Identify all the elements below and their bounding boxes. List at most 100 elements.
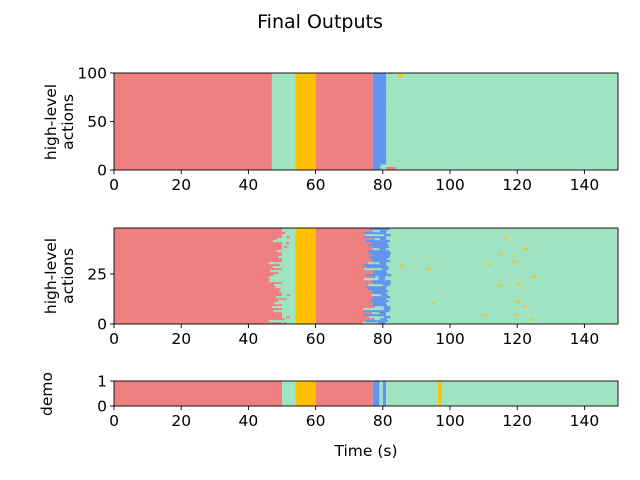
panel-1-row-transition xyxy=(374,85,387,87)
panel-1-row-transition xyxy=(278,99,296,101)
panel-2-row-transition xyxy=(278,272,296,275)
panel-1-row-transition xyxy=(277,93,296,95)
panel-2-xtick-label: 0 xyxy=(109,330,119,348)
panel-2-row-transition xyxy=(275,286,296,289)
panel-1-row-transition xyxy=(292,155,296,157)
panel-2-row-transition xyxy=(369,316,387,319)
panel-1-row-transition xyxy=(377,120,387,122)
panel-1-row-transition xyxy=(376,115,387,117)
panel-1-row-transition xyxy=(281,112,296,115)
panel-2-row-transition xyxy=(290,236,296,239)
panel-1-row-transition xyxy=(279,104,296,106)
panel-1-row-transition xyxy=(288,139,296,142)
panel-2-row-transition xyxy=(285,244,296,247)
panel-1-xtick-label: 100 xyxy=(435,176,465,194)
panel-1-row-transition xyxy=(293,161,296,163)
panel-1-xtick-label: 60 xyxy=(306,176,326,194)
panel-1-row-transition xyxy=(281,110,296,113)
panel-1-row-transition xyxy=(374,82,387,84)
panel-1-row-transition xyxy=(278,101,296,103)
panel-1-row-transition xyxy=(379,150,387,152)
panel-1-xtick-label: 80 xyxy=(373,176,393,194)
panel-1-ytick-label: 100 xyxy=(77,65,107,83)
panel-2-spot xyxy=(426,268,431,270)
panel-1-row-transition xyxy=(378,138,387,141)
panel-1-xtick-label: 20 xyxy=(171,176,191,194)
panel-2-row-transition xyxy=(288,304,296,307)
panel-1-row-transition xyxy=(381,149,387,151)
panel-1-row-transition xyxy=(376,128,387,130)
panel-2-row-transition xyxy=(278,300,296,303)
panel-1-row-transition xyxy=(380,153,387,155)
panel-1-row-transition xyxy=(379,142,387,145)
panel-1-row-transition xyxy=(379,130,387,132)
panel-2-row-transition xyxy=(287,246,296,249)
panel-2-row-transition xyxy=(370,280,387,283)
panel-2-row-transition xyxy=(284,318,296,321)
panel-2-row-transition xyxy=(362,322,387,325)
panel-1-row-transition xyxy=(376,101,387,103)
panel-1-row-transition xyxy=(282,117,296,119)
panel-2-row-transition xyxy=(379,292,386,295)
panel-1-row-transition xyxy=(273,77,296,80)
panel-1-row-transition xyxy=(375,78,387,81)
panel-2-row-transition xyxy=(365,274,387,277)
panel-1-row-transition xyxy=(380,132,387,134)
panel-2-row-transition xyxy=(283,314,296,317)
panel-2-row-transition xyxy=(379,312,386,315)
panel-1-row-transition xyxy=(283,121,296,123)
panel-2-segment-5 xyxy=(386,228,618,324)
panel-1-row-transition xyxy=(273,79,296,82)
panel-1-segment-2 xyxy=(295,73,316,170)
panel-1-row-transition xyxy=(380,158,387,160)
panel-1-row-transition xyxy=(287,137,296,140)
panel-1-row-transition xyxy=(382,168,387,170)
panel-2-row-transition xyxy=(271,306,296,309)
panel-2-row-transition xyxy=(368,284,387,287)
panel-2-row-transition xyxy=(289,316,296,319)
panel-1-row-transition xyxy=(376,110,387,113)
panel-2-xtick-label: 20 xyxy=(171,330,191,348)
panel-2-row-transition xyxy=(379,314,386,317)
panel-2-spot xyxy=(517,283,522,285)
panel-2-row-transition xyxy=(290,268,296,271)
panel-2-row-transition xyxy=(378,278,386,281)
panel-1-xtick-label: 120 xyxy=(502,176,532,194)
panel-1-row-transition xyxy=(378,126,387,128)
panel-3-segment-2 xyxy=(295,381,316,406)
panel-1-xtick-label: 140 xyxy=(570,176,600,194)
panel-1-row-transition xyxy=(376,97,387,99)
panel-2-spot xyxy=(515,301,520,303)
panel-2-row-transition xyxy=(381,320,388,323)
panel-1-row-transition xyxy=(286,132,296,134)
panel-1-row-transition xyxy=(293,160,296,162)
panel-2-row-transition xyxy=(364,268,387,271)
panel-1-row-transition xyxy=(376,105,387,108)
panel-3-ylabel: demo xyxy=(38,372,56,416)
panel-1-row-transition xyxy=(290,149,296,151)
panel-2-row-transition xyxy=(269,270,296,273)
panel-1-row-transition xyxy=(377,99,387,101)
panel-2-row-transition xyxy=(380,304,388,307)
panel-1-row-transition xyxy=(275,86,296,88)
panel-1-row-transition xyxy=(290,150,296,152)
panel-1-row-transition xyxy=(280,108,296,111)
panel-2-spot xyxy=(512,260,517,263)
panel-2-row-transition xyxy=(269,280,296,283)
panel-2-row-transition xyxy=(377,236,385,239)
panel-1-row-transition xyxy=(272,73,296,76)
panel-2-row-transition xyxy=(382,250,390,253)
panel-2-row-transition xyxy=(381,294,388,297)
panel-1-row-transition xyxy=(272,74,296,77)
panel-3: 0 20 40 60 80 100 120 140 0 1 demo xyxy=(38,372,619,430)
panel-2-row-transition xyxy=(382,256,390,259)
panel-2-row-transition xyxy=(365,320,387,323)
panel-1-row-transition xyxy=(378,131,387,133)
panel-1-row-transition xyxy=(377,108,387,111)
panel-3-xtick-label: 0 xyxy=(109,412,119,430)
panel-1-row-transition xyxy=(272,75,296,78)
panel-1-row-transition xyxy=(376,100,387,102)
panel-1-row-transition xyxy=(281,111,296,114)
panel-2-row-transition xyxy=(370,228,387,231)
panel-1-row-transition xyxy=(379,155,387,157)
